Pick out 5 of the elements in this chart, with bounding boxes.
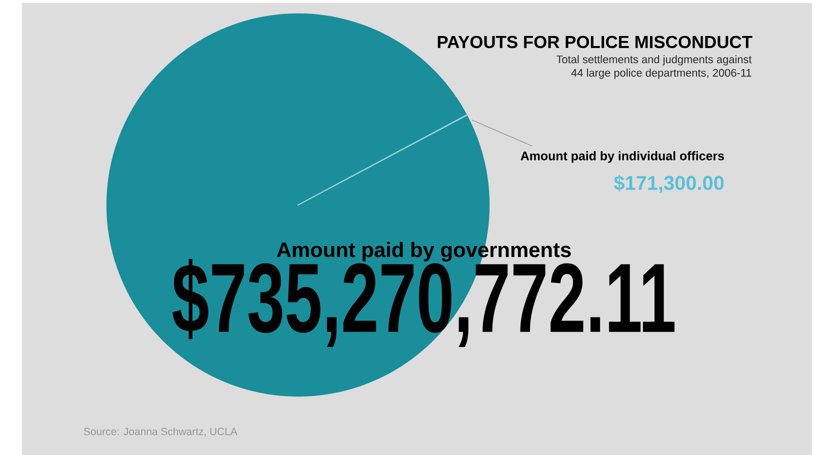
text: Total settlements and judgments against 44 large police departments, 2006-11 [556,55,752,79]
data-label: $171,300.00 [614,175,724,193]
source-note: Source: Joanna Schwartz, UCLA [84,428,238,436]
text: PAYOUTS FOR POLICE MISCONDUCT [438,36,752,48]
slice-label: Amount paid by individual officers [520,151,724,163]
